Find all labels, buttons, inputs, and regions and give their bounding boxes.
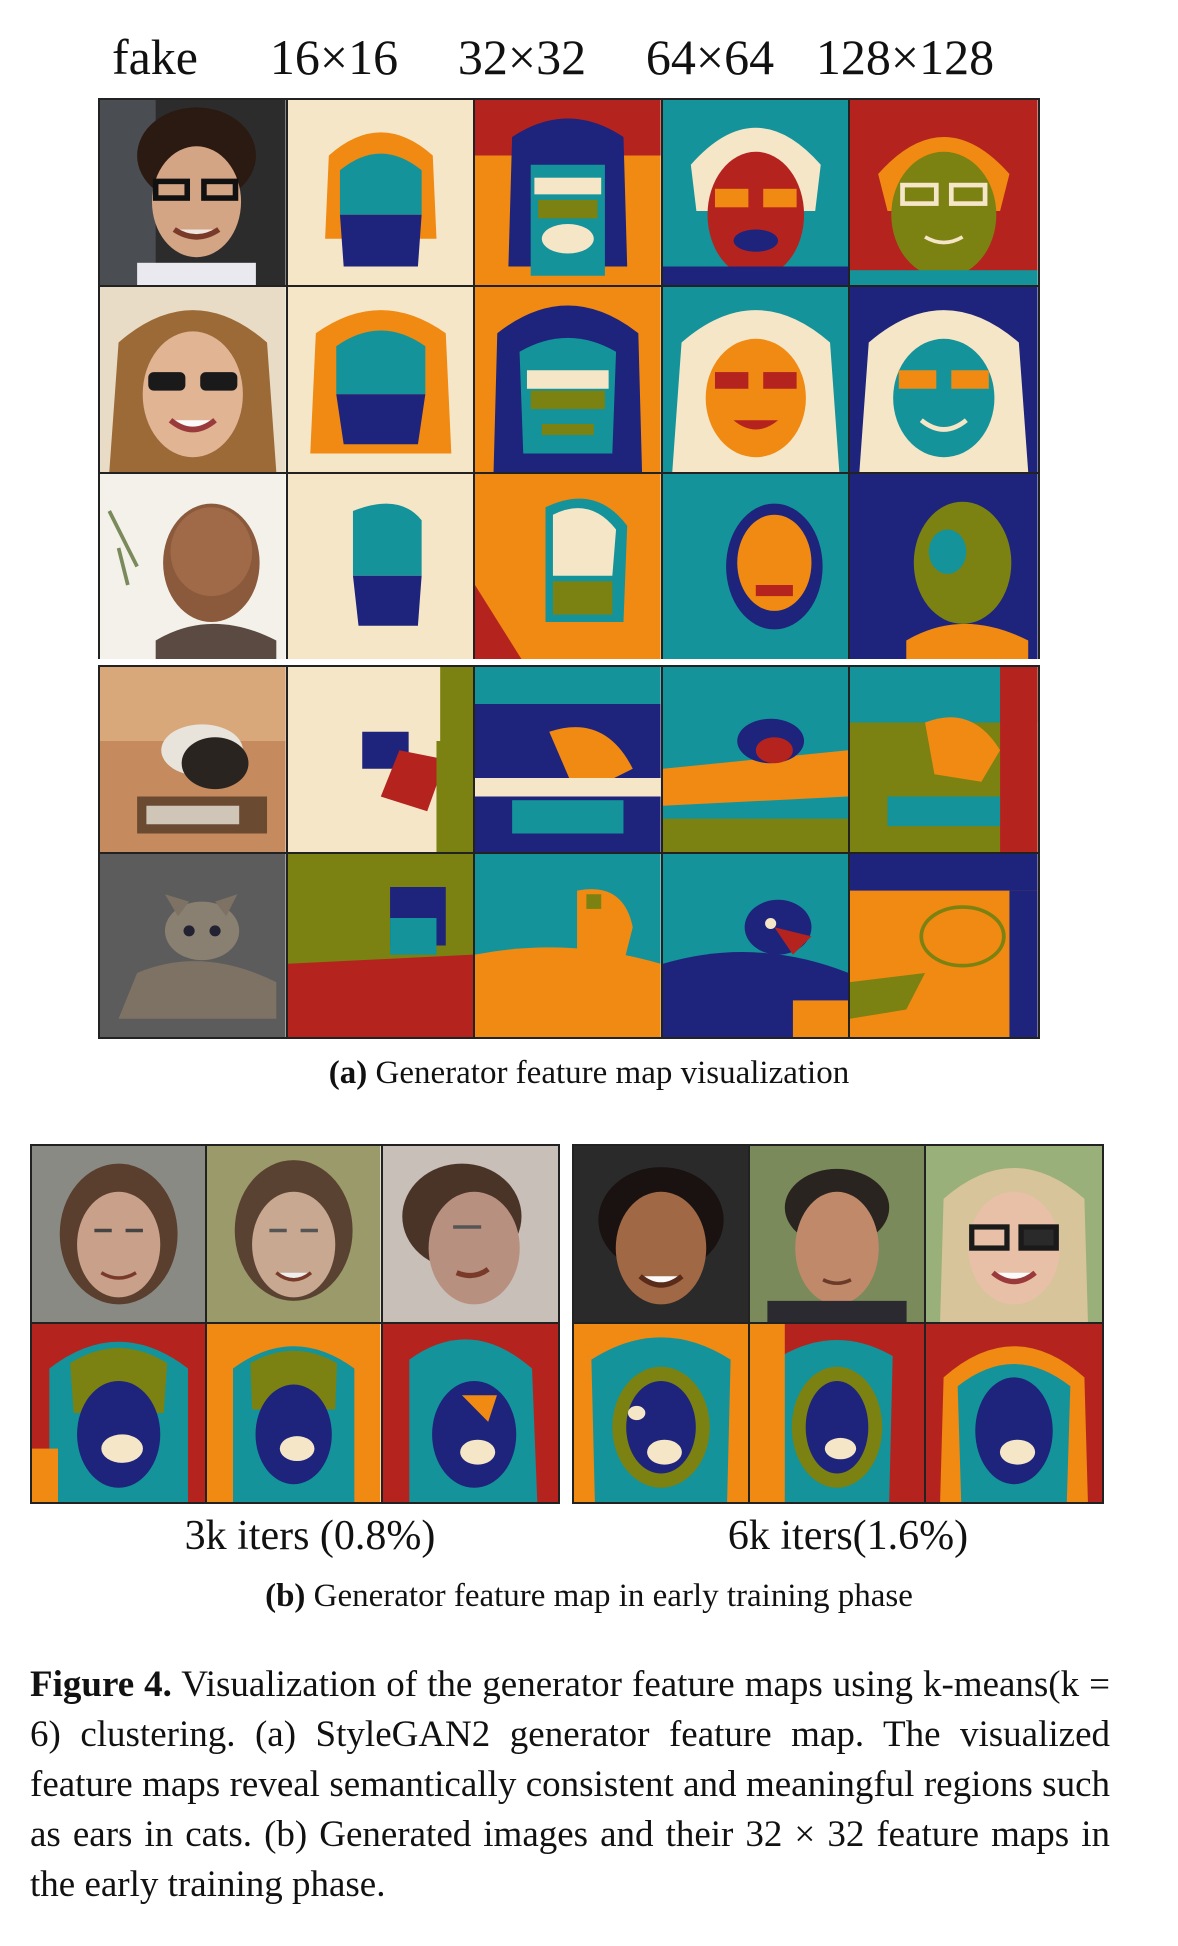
generated-image-3k-3 bbox=[382, 1146, 558, 1324]
feature-map-16-face-1 bbox=[287, 100, 476, 285]
feature-map-128-face-3 bbox=[850, 474, 1038, 659]
feature-map-16-face-2 bbox=[287, 287, 476, 472]
figure-caption-text: Visualization of the generator feature m… bbox=[30, 1664, 1110, 1905]
feature-map-128-cat-2 bbox=[850, 854, 1038, 1037]
feature-map-64-face-1 bbox=[662, 100, 851, 285]
iter-label-3k: 3k iters (0.8%) bbox=[184, 1513, 436, 1559]
feature-map-3k-1 bbox=[32, 1324, 208, 1502]
feature-map-128-face-2 bbox=[850, 287, 1038, 472]
subcaption-a: (a) Generator feature map visualization bbox=[0, 1055, 1178, 1092]
feature-map-16-cat-2 bbox=[287, 854, 476, 1037]
feature-map-64-cat-1 bbox=[662, 667, 851, 852]
subcaption-a-text: Generator feature map visualization bbox=[367, 1055, 850, 1091]
feature-map-6k-2 bbox=[750, 1324, 926, 1502]
feature-map-16-face-3 bbox=[287, 474, 476, 659]
feature-map-6k-3 bbox=[926, 1324, 1102, 1502]
col-label-32: 32×32 bbox=[457, 29, 587, 85]
fake-image-face-3 bbox=[100, 474, 288, 659]
generated-image-3k-1 bbox=[32, 1146, 208, 1324]
col-label-fake: fake bbox=[111, 29, 199, 85]
grid-row-cat-2 bbox=[98, 852, 1040, 1039]
col-label-16: 16×16 bbox=[269, 29, 399, 85]
figure-caption: Figure 4. Visualization of the generator… bbox=[30, 1660, 1110, 1910]
generated-image-6k-1 bbox=[574, 1146, 750, 1324]
grid-row-cat-1 bbox=[98, 665, 1040, 852]
early-training-panel-6k bbox=[572, 1144, 1104, 1504]
generated-image-6k-2 bbox=[750, 1146, 926, 1324]
feature-map-16-cat-1 bbox=[287, 667, 476, 852]
feature-map-32-face-2 bbox=[475, 287, 663, 472]
feature-map-3k-2 bbox=[207, 1324, 383, 1502]
feature-map-6k-1 bbox=[574, 1324, 750, 1502]
grid-row-face-2 bbox=[98, 285, 1040, 472]
feature-map-3k-3 bbox=[382, 1324, 558, 1502]
generated-image-3k-2 bbox=[207, 1146, 383, 1324]
grid-row-face-1 bbox=[98, 98, 1040, 285]
early-training-panel-3k bbox=[30, 1144, 560, 1504]
grid-row-face-3 bbox=[98, 472, 1040, 659]
subcaption-b-tag: (b) bbox=[265, 1578, 306, 1614]
feature-map-32-cat-2 bbox=[475, 854, 663, 1037]
feature-map-grid bbox=[98, 98, 1040, 1039]
feature-map-32-face-3 bbox=[475, 474, 663, 659]
generated-image-6k-3 bbox=[926, 1146, 1102, 1324]
feature-map-32-face-1 bbox=[475, 100, 663, 285]
feature-map-128-face-1 bbox=[850, 100, 1038, 285]
figure-caption-label: Figure 4. bbox=[30, 1664, 172, 1705]
subcaption-a-tag: (a) bbox=[328, 1055, 368, 1091]
fake-image-cat-1 bbox=[100, 667, 288, 852]
fake-image-cat-2 bbox=[100, 854, 288, 1037]
fake-image-face-1 bbox=[100, 100, 288, 285]
fake-image-face-2 bbox=[100, 287, 288, 472]
feature-map-128-cat-1 bbox=[850, 667, 1038, 852]
feature-map-64-face-2 bbox=[662, 287, 851, 472]
feature-map-64-cat-2 bbox=[662, 854, 851, 1037]
feature-map-64-face-3 bbox=[662, 474, 851, 659]
col-label-128: 128×128 bbox=[815, 29, 995, 85]
column-labels: fake 16×16 32×32 64×64 128×128 bbox=[0, 28, 1178, 98]
feature-map-32-cat-1 bbox=[475, 667, 663, 852]
iter-label-6k: 6k iters(1.6%) bbox=[727, 1513, 969, 1559]
subcaption-b-text: Generator feature map in early training … bbox=[305, 1578, 913, 1614]
subcaption-b: (b) Generator feature map in early train… bbox=[0, 1578, 1178, 1615]
col-label-64: 64×64 bbox=[645, 29, 775, 85]
